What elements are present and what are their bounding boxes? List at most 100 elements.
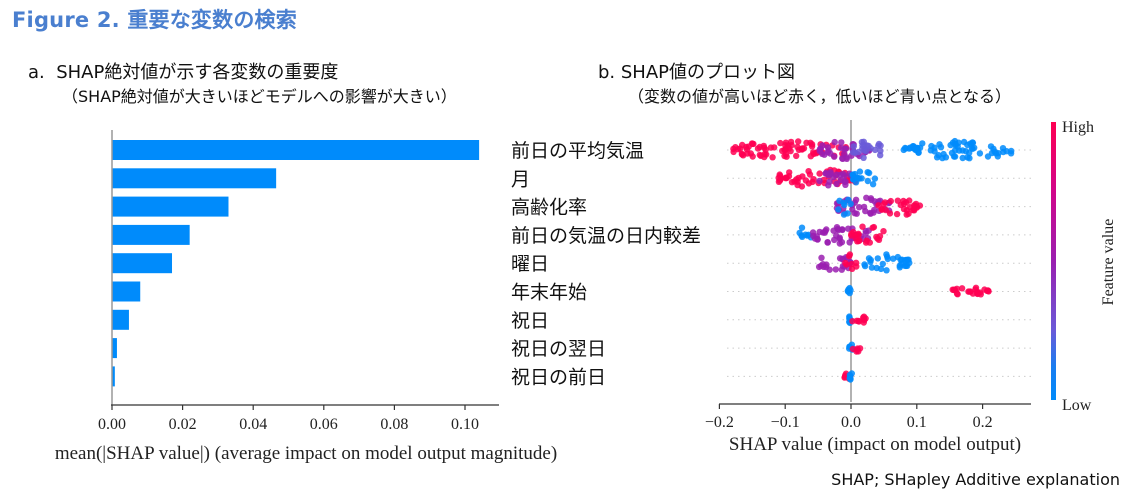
swarm-point (952, 142, 959, 149)
swarm-point (846, 375, 853, 382)
bar-x-tick-label: 0.10 (451, 416, 479, 433)
swarm-point (981, 286, 988, 293)
swarm-point (846, 239, 853, 246)
swarm-point (897, 256, 904, 264)
panel-b-subtitle: （変数の値が高いほど赤く，低いほど青い点となる） (628, 87, 1012, 106)
swarm-point (823, 226, 830, 233)
swarm-point (831, 138, 838, 146)
swarm-point (835, 226, 842, 234)
swarm-point (833, 180, 840, 188)
swarm-point (875, 140, 883, 148)
bar-category-label: 月 (511, 168, 530, 190)
swarm-point (947, 141, 954, 149)
swarm-point (863, 194, 870, 201)
swarm-point (844, 210, 851, 217)
swarm-point (826, 266, 833, 273)
swarm-point (904, 262, 911, 269)
swarm-point (893, 210, 901, 218)
swarm-point (902, 199, 910, 206)
swarm-row (775, 166, 879, 190)
swarm-point (835, 206, 842, 213)
swarm-point (824, 239, 831, 246)
swarm-point (849, 171, 856, 178)
swarm-point (810, 232, 817, 239)
swarm-point (1007, 150, 1015, 157)
swarm-point (822, 170, 830, 177)
swarm-point (912, 202, 919, 209)
colorbar (1051, 122, 1056, 400)
panel-a-title: a. SHAP絶対値が示す各変数の重要度 (28, 62, 339, 83)
swarm-point (966, 288, 973, 295)
swarm-point (972, 284, 980, 291)
bar-category-label: 前日の気温の日内較差 (511, 225, 701, 247)
bar-x-tick-label: 0.02 (169, 416, 197, 433)
swarm-point (814, 236, 821, 243)
swarm-point (883, 251, 890, 258)
swarm-point (865, 142, 872, 150)
bar-x-tick-label: 0.08 (380, 416, 408, 433)
panel-b-title: b. SHAP値のプロット図 (598, 62, 795, 83)
swarm-point (841, 150, 848, 157)
swarm-point (880, 200, 887, 208)
figure-title: Figure 2. 重要な変数の検索 (12, 8, 297, 32)
swarm-point (853, 317, 860, 324)
swarm-point (894, 197, 901, 204)
swarm-row (841, 370, 855, 383)
swarm-point (871, 146, 879, 154)
swarm-point (856, 168, 864, 175)
swarm-point (839, 170, 847, 178)
bar-2 (112, 168, 277, 189)
swarm-point (832, 266, 839, 273)
swarm-point (818, 254, 825, 261)
swarm-point (878, 206, 886, 213)
swarm-x-tick-label: −0.2 (705, 414, 734, 431)
bar-8 (112, 338, 117, 359)
bar-category-label: 祝日の前日 (511, 366, 606, 388)
swarm-point (785, 173, 793, 180)
swarm-point (867, 258, 874, 265)
swarm-point (867, 209, 874, 217)
swarm-point (855, 148, 862, 156)
swarm-point (959, 154, 966, 162)
swarm-x-axis-label: SHAP value (impact on model output) (729, 434, 1021, 455)
swarm-point (842, 178, 849, 185)
swarm-point (838, 139, 845, 146)
swarm-point (837, 176, 844, 184)
swarm-point (916, 202, 924, 209)
swarm-point (906, 204, 913, 211)
swarm-point (848, 230, 855, 237)
swarm-point (798, 183, 806, 190)
swarm-point (853, 210, 860, 217)
bar-category-label: 曜日 (511, 253, 549, 275)
swarm-point (995, 150, 1002, 157)
swarm-point (856, 204, 863, 211)
bar-9 (112, 366, 115, 387)
swarm-point (896, 264, 903, 271)
bar-category-label: 前日の平均気温 (511, 140, 644, 162)
swarm-point (883, 267, 890, 274)
bar-category-label: 高齢化率 (511, 197, 587, 219)
swarm-point (804, 232, 811, 239)
swarm-point (852, 179, 860, 186)
swarm-point (875, 202, 882, 209)
swarm-point (969, 145, 976, 152)
swarm-point (868, 264, 876, 271)
swarm-row (846, 313, 869, 327)
swarm-marks (730, 137, 1015, 383)
swarm-point (777, 139, 784, 147)
swarm-point (826, 178, 833, 185)
swarm-point (861, 262, 869, 270)
swarm-point (862, 147, 870, 155)
swarm-point (836, 234, 843, 241)
bar-5 (112, 253, 173, 274)
swarm-point (852, 196, 860, 203)
bar-x-tick-label: 0.06 (310, 416, 338, 433)
swarm-point (967, 140, 974, 147)
swarm-x-tick-label: 0.0 (841, 414, 861, 431)
bar-7 (112, 309, 129, 330)
swarm-point (795, 174, 802, 182)
swarm-x-ticks: −0.2 −0.1 0.0 0.1 0.2 (705, 404, 993, 431)
swarm-point (782, 151, 790, 158)
swarm-point (864, 169, 871, 176)
